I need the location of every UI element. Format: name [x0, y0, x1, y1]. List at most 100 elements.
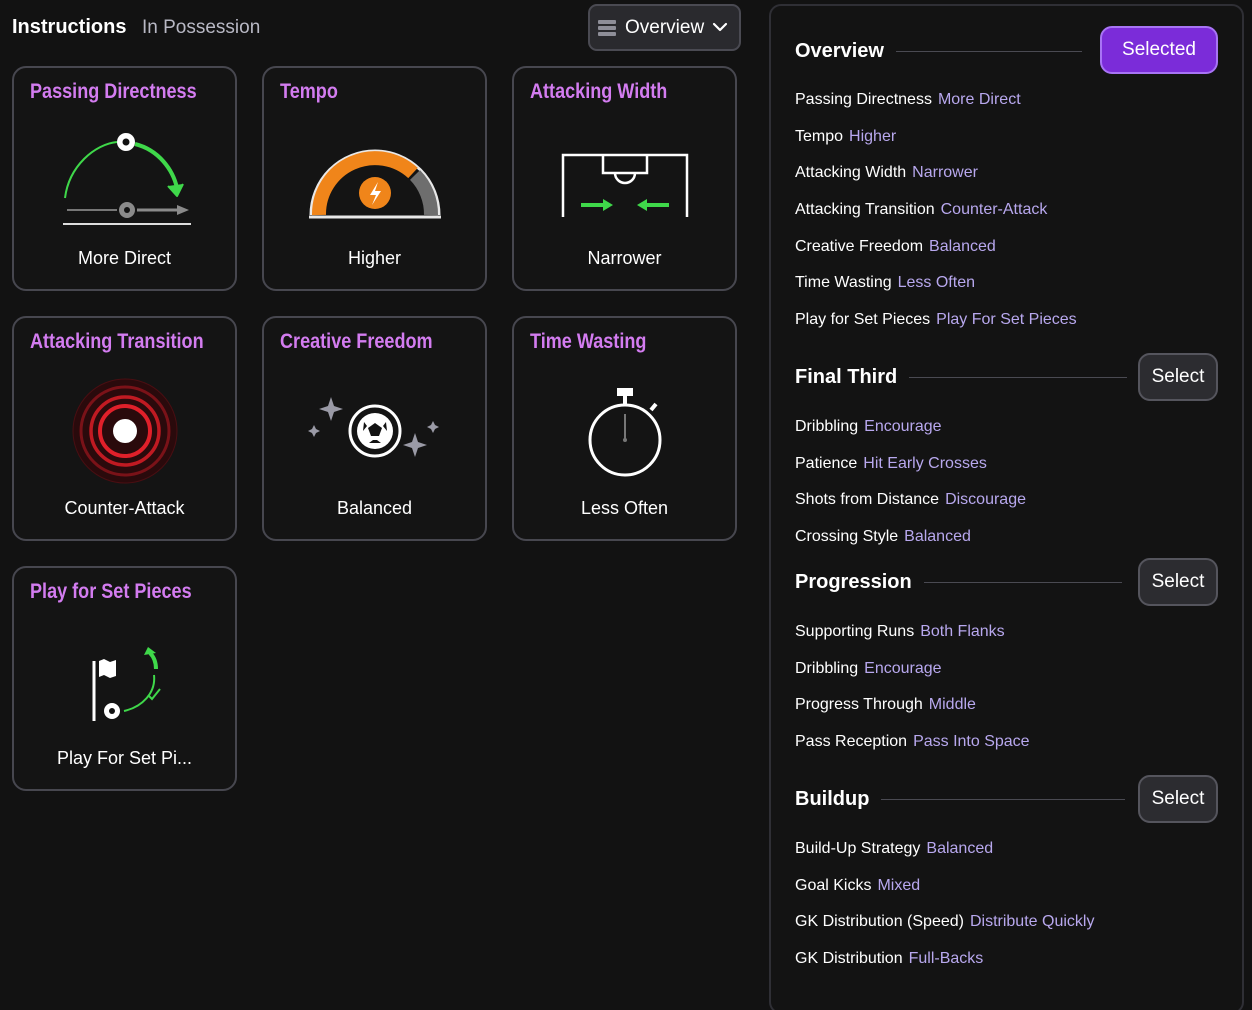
card-value: Play For Set Pi... — [56, 748, 193, 768]
select-progression-button[interactable]: Select — [1138, 558, 1218, 606]
list-item: GK Distribution (Speed) Distribute Quickl… — [795, 913, 1094, 931]
list-item: Time Wasting Less Often — [795, 274, 975, 292]
pitch-width-icon — [514, 120, 735, 242]
page-title: Instructions — [12, 16, 127, 38]
row-label: Time Wasting — [795, 274, 892, 291]
section-title: Overview — [795, 40, 884, 62]
list-item: Attacking Width Narrower — [795, 164, 978, 182]
row-value: Play For Set Pieces — [936, 311, 1077, 328]
list-item: Passing Directness More Direct — [795, 91, 1021, 109]
card-creative-freedom[interactable]: Creative Freedom Balanced — [262, 316, 487, 541]
list-item: Patience Hit Early Crosses — [795, 455, 987, 473]
row-value: Full-Backs — [908, 950, 984, 967]
list-item: Build-Up Strategy Balanced — [795, 840, 993, 858]
list-item: Progress Through Middle — [795, 696, 976, 714]
stopwatch-icon — [514, 370, 735, 492]
card-title: Tempo — [280, 80, 338, 103]
row-value: Narrower — [912, 164, 978, 181]
row-label: GK Distribution (Speed) — [795, 913, 964, 930]
row-label: Creative Freedom — [795, 238, 924, 255]
row-label: Goal Kicks — [795, 877, 872, 894]
section-progression-header: Progression — [795, 571, 1122, 594]
section-title: Final Third — [795, 366, 898, 388]
sparkle-ball-icon — [264, 370, 485, 492]
row-value: Mixed — [877, 877, 921, 894]
row-label: Progress Through — [795, 696, 923, 713]
list-item: GK Distribution Full-Backs — [795, 950, 983, 968]
card-title: Attacking Transition — [30, 330, 204, 353]
tempo-gauge-icon — [264, 120, 485, 242]
section-final-third-header: Final Third — [795, 366, 1128, 389]
list-item: Crossing Style Balanced — [795, 528, 971, 546]
row-label: Crossing Style — [795, 528, 899, 545]
overview-panel: Overview Selected Passing Directness More… — [769, 4, 1244, 1010]
select-buildup-button[interactable]: Select — [1138, 775, 1218, 823]
row-label: Supporting Runs — [795, 623, 915, 640]
list-item: Pass Reception Pass Into Space — [795, 733, 1030, 751]
row-value: Counter-Attack — [940, 201, 1048, 218]
row-value: Distribute Quickly — [969, 913, 1095, 930]
card-tempo[interactable]: Tempo Higher — [262, 66, 487, 291]
passing-directness-icon — [14, 120, 235, 242]
divider — [895, 51, 1082, 52]
card-passing-directness[interactable]: Passing Directness More Direct — [12, 66, 237, 291]
row-label: Shots from Distance — [795, 491, 940, 508]
card-title: Passing Directness — [30, 80, 197, 103]
row-value: Balanced — [904, 528, 971, 545]
row-label: Attacking Width — [795, 164, 907, 181]
card-value: Less Often — [580, 498, 669, 518]
list-item: Creative Freedom Balanced — [795, 238, 996, 256]
row-value: More Direct — [937, 91, 1021, 108]
divider — [909, 377, 1128, 378]
row-label: GK Distribution — [795, 950, 903, 967]
list-icon — [598, 19, 616, 36]
list-item: Shots from Distance Discourage — [795, 491, 1026, 509]
row-label: Build-Up Strategy — [795, 840, 921, 857]
row-label: Play for Set Pieces — [795, 311, 931, 328]
list-item: Attacking Transition Counter-Attack — [795, 201, 1047, 219]
chevron-down-icon — [712, 22, 728, 32]
view-dropdown-label: Overview — [625, 16, 705, 38]
view-dropdown[interactable]: Overview — [588, 4, 741, 51]
card-title: Attacking Width — [530, 80, 668, 103]
target-icon — [14, 370, 235, 492]
row-label: Attacking Transition — [795, 201, 935, 218]
divider — [881, 799, 1126, 800]
row-value: Middle — [928, 696, 976, 713]
card-value: More Direct — [77, 248, 171, 268]
divider — [923, 582, 1122, 583]
card-title: Creative Freedom — [280, 330, 433, 353]
row-value: Balanced — [926, 840, 994, 857]
row-value: Less Often — [897, 274, 975, 291]
card-title: Time Wasting — [530, 330, 647, 353]
row-label: Dribbling — [795, 418, 859, 435]
list-item: Dribbling Encourage — [795, 660, 942, 678]
card-time-wasting[interactable]: Time Wasting Less Often — [512, 316, 737, 541]
card-play-for-set-pieces[interactable]: Play for Set Pieces Play For Set Pi... — [12, 566, 237, 791]
list-item: Tempo Higher — [795, 128, 896, 146]
row-label: Tempo — [795, 128, 844, 145]
card-value: Counter-Attack — [64, 498, 185, 518]
card-title: Play for Set Pieces — [30, 580, 192, 603]
section-title: Buildup — [795, 788, 870, 810]
card-value: Balanced — [336, 498, 413, 518]
row-label: Passing Directness — [795, 91, 932, 108]
card-value: Narrower — [587, 248, 662, 268]
corner-flag-icon — [14, 620, 235, 742]
selected-button[interactable]: Selected — [1100, 26, 1218, 74]
row-value: Balanced — [929, 238, 996, 255]
row-value: Pass Into Space — [913, 733, 1030, 750]
row-value: Higher — [849, 128, 897, 145]
row-value: Encourage — [864, 660, 942, 677]
row-label: Pass Reception — [795, 733, 908, 750]
list-item: Goal Kicks Mixed — [795, 877, 920, 895]
select-final-third-button[interactable]: Select — [1138, 353, 1218, 401]
section-buildup-header: Buildup — [795, 788, 1126, 811]
list-item: Supporting Runs Both Flanks — [795, 623, 1005, 641]
section-title: Progression — [795, 571, 912, 593]
card-attacking-width[interactable]: Attacking Width Narrower — [512, 66, 737, 291]
section-overview-header: Overview — [795, 40, 1082, 63]
row-value: Hit Early Crosses — [863, 455, 987, 472]
row-label: Dribbling — [795, 660, 859, 677]
card-attacking-transition[interactable]: Attacking Transition Counter-Attack — [12, 316, 237, 541]
